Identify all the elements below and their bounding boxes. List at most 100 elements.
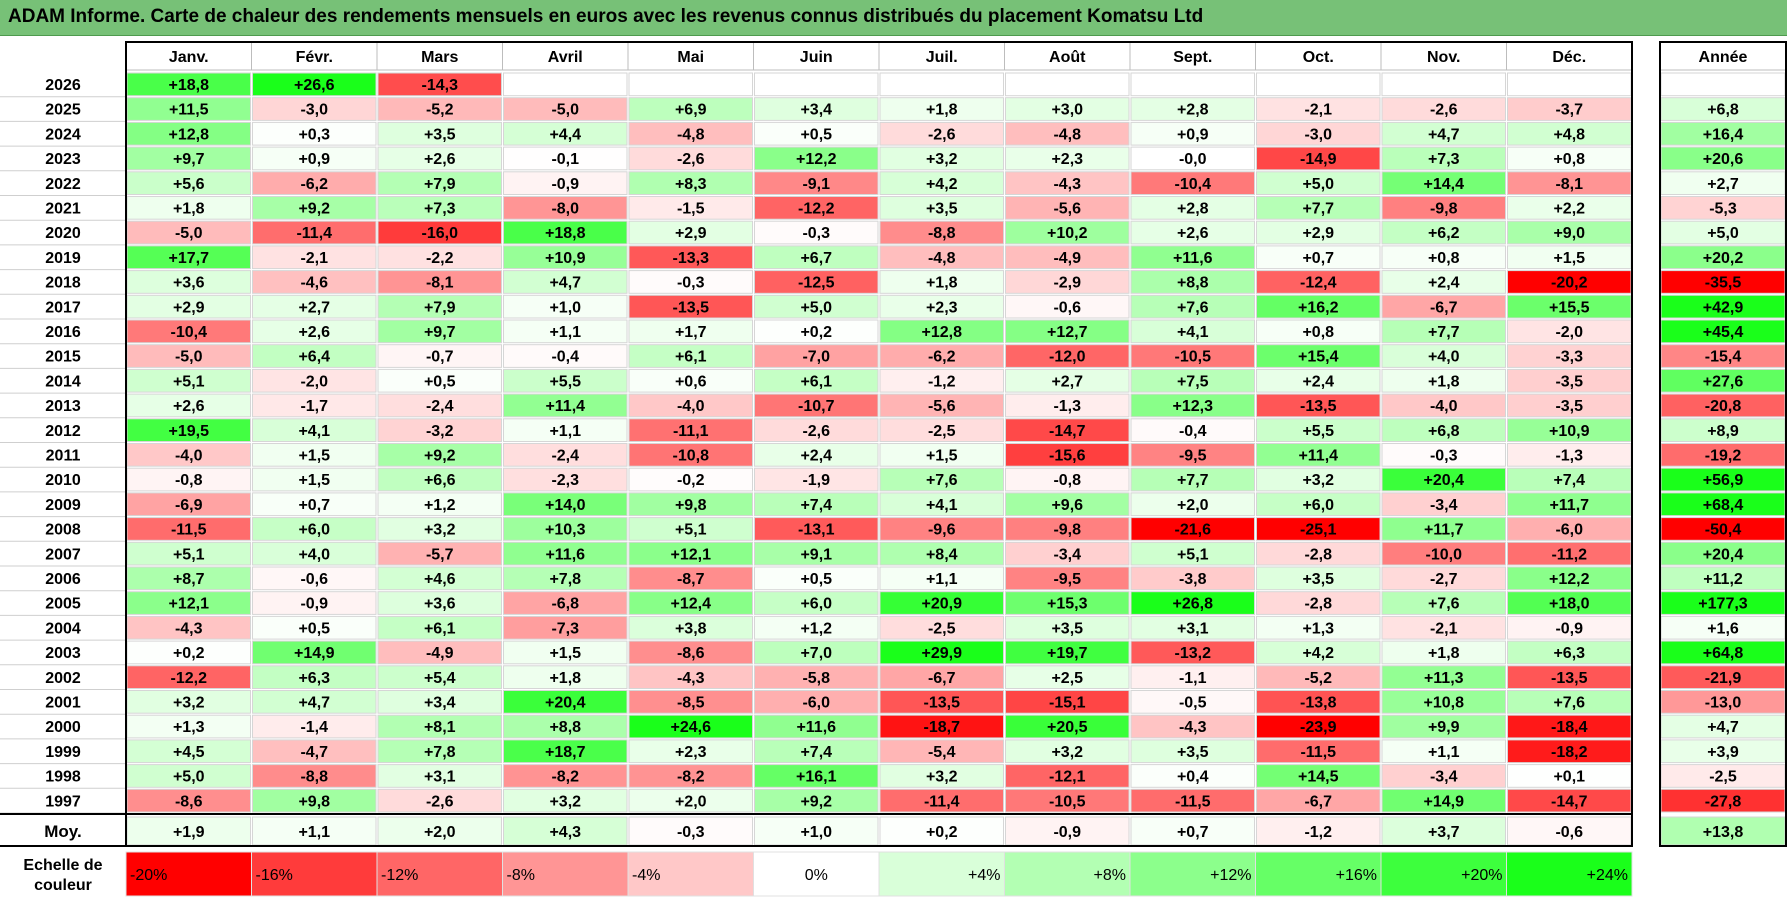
heatmap-cell-value: -8,0: [551, 201, 579, 218]
scale-label-line1: Echelle de: [23, 857, 102, 874]
heatmap-cell: [1256, 541, 1381, 566]
heatmap-cell-value: +5,1: [173, 373, 205, 390]
heatmap-cell-value: +2,3: [1051, 151, 1083, 168]
heatmap-cell: [754, 270, 879, 294]
scale-swatch-label: +4%: [968, 867, 1000, 884]
scale-swatch-label: +20%: [1461, 867, 1502, 884]
heatmap-cell: [628, 566, 753, 591]
scale-swatch-label: -8%: [507, 867, 535, 884]
heatmap-cell: [754, 393, 879, 418]
heatmap-cell-value: +12,3: [1173, 398, 1214, 415]
heatmap-cell: [1256, 467, 1381, 492]
average-cell: [628, 816, 753, 846]
heatmap-cell: [1381, 146, 1506, 171]
heatmap-cell: [1381, 393, 1506, 418]
heatmap-cell: [1256, 714, 1381, 739]
heatmap-cell-value: -13,5: [1551, 670, 1588, 687]
heatmap-cell-value: +0,4: [1177, 769, 1209, 786]
heatmap-cell: [252, 492, 377, 517]
heatmap-cell-value: -2,1: [1430, 620, 1458, 637]
heatmap-cell: [377, 146, 502, 171]
heatmap-cell: [754, 615, 879, 640]
heatmap-cell: [1381, 97, 1506, 121]
heatmap-cell: [252, 739, 377, 764]
heatmap-cell: [1130, 294, 1255, 319]
heatmap-cell: [252, 270, 377, 294]
heatmap-cell-value: +15,3: [1047, 596, 1088, 613]
heatmap-cell-value: +7,4: [800, 497, 832, 514]
heatmap-cell: [252, 665, 377, 689]
heatmap-cell: [1130, 467, 1255, 492]
heatmap-cell-value: -0,5: [1179, 695, 1207, 712]
heatmap-cell: [377, 393, 502, 418]
heatmap-cell: [377, 443, 502, 467]
heatmap-cell: [1256, 591, 1381, 615]
scale-label-line2: couleur: [34, 877, 92, 894]
heatmap-cell-value: -11,5: [1300, 744, 1336, 761]
heatmap-cell: [1130, 72, 1255, 97]
scale-swatch-label: +16%: [1336, 867, 1377, 884]
heatmap-cell: [1005, 146, 1130, 171]
annual-cell-value: +2,7: [1707, 176, 1739, 193]
heatmap-cell-value: +0,6: [675, 373, 707, 390]
heatmap-cell-value: +6,0: [1302, 497, 1334, 514]
heatmap-cell-value: +1,2: [424, 497, 456, 514]
heatmap-cell-value: +4,7: [549, 275, 581, 292]
heatmap-cell-value: +1,3: [1302, 620, 1334, 637]
heatmap-cell: [377, 492, 502, 517]
heatmap-cell-value: +4,1: [926, 497, 958, 514]
heatmap-cell-value: -5,0: [175, 349, 203, 366]
heatmap-cell: [628, 97, 753, 121]
heatmap-cell: [754, 788, 879, 813]
heatmap-cell: [1256, 270, 1381, 294]
heatmap-cell: [754, 196, 879, 220]
heatmap-cell: [628, 171, 753, 196]
scale-swatch-label: -20%: [130, 867, 167, 884]
heatmap-cell: [754, 245, 879, 270]
heatmap-cell: [628, 418, 753, 442]
scale-swatch: [1506, 851, 1633, 897]
heatmap-cell-value: +6,8: [1428, 423, 1460, 440]
heatmap-cell: [503, 171, 628, 196]
color-scale: Echelle de couleur -20% -16% -12% -8% -4% 0% +4%…: [23, 851, 1633, 897]
heatmap-cell-value: -8,8: [928, 225, 956, 242]
heatmap-cell-value: -8,8: [300, 769, 328, 786]
heatmap-cell: [1256, 739, 1381, 764]
heatmap-cell-value: -6,8: [551, 596, 579, 613]
heatmap-cell-value: +6,9: [675, 102, 707, 119]
heatmap-cell-value: -5,2: [426, 102, 454, 119]
heatmap-cell: [377, 615, 502, 640]
average-cell-value: -0,9: [1053, 824, 1081, 841]
year-label: 2023: [45, 151, 81, 168]
average-cell-value: +4,3: [549, 824, 581, 841]
heatmap-cell: [628, 245, 753, 270]
heatmap-cell-value: +12,1: [169, 596, 210, 613]
heatmap-cell-value: -3,0: [300, 102, 328, 119]
year-label: 2002: [45, 670, 81, 687]
heatmap-cell: [503, 418, 628, 442]
heatmap-cell: [503, 121, 628, 146]
heatmap-cell-value: +7,7: [1302, 201, 1334, 218]
heatmap-cell-value: +0,3: [298, 126, 330, 143]
annual-cell-value: +16,4: [1703, 126, 1744, 143]
heatmap-cell: [1130, 788, 1255, 813]
heatmap-cell-value: -2,9: [1053, 275, 1081, 292]
heatmap-cell-value: -13,5: [924, 695, 961, 712]
heatmap-cell: [1130, 665, 1255, 689]
heatmap-cell: [503, 764, 628, 788]
heatmap-cell: [503, 146, 628, 171]
heatmap-cell: [1256, 344, 1381, 368]
heatmap-cell-value: +9,1: [800, 546, 832, 563]
heatmap-cell: [377, 665, 502, 689]
heatmap-cell-value: +2,4: [800, 448, 832, 465]
heatmap-cell: [503, 97, 628, 121]
heatmap-cell-value: +1,5: [298, 448, 330, 465]
average-cell-value: +0,2: [926, 824, 958, 841]
heatmap-cell-value: +2,7: [298, 299, 330, 316]
heatmap-cell-value: +2,0: [1177, 497, 1209, 514]
heatmap-cell-value: +1,5: [926, 448, 958, 465]
heatmap-cell-value: +7,9: [424, 176, 456, 193]
heatmap-cell: [252, 121, 377, 146]
heatmap-cell-value: -14,7: [1551, 793, 1588, 810]
annual-cell-value: +42,9: [1703, 299, 1744, 316]
